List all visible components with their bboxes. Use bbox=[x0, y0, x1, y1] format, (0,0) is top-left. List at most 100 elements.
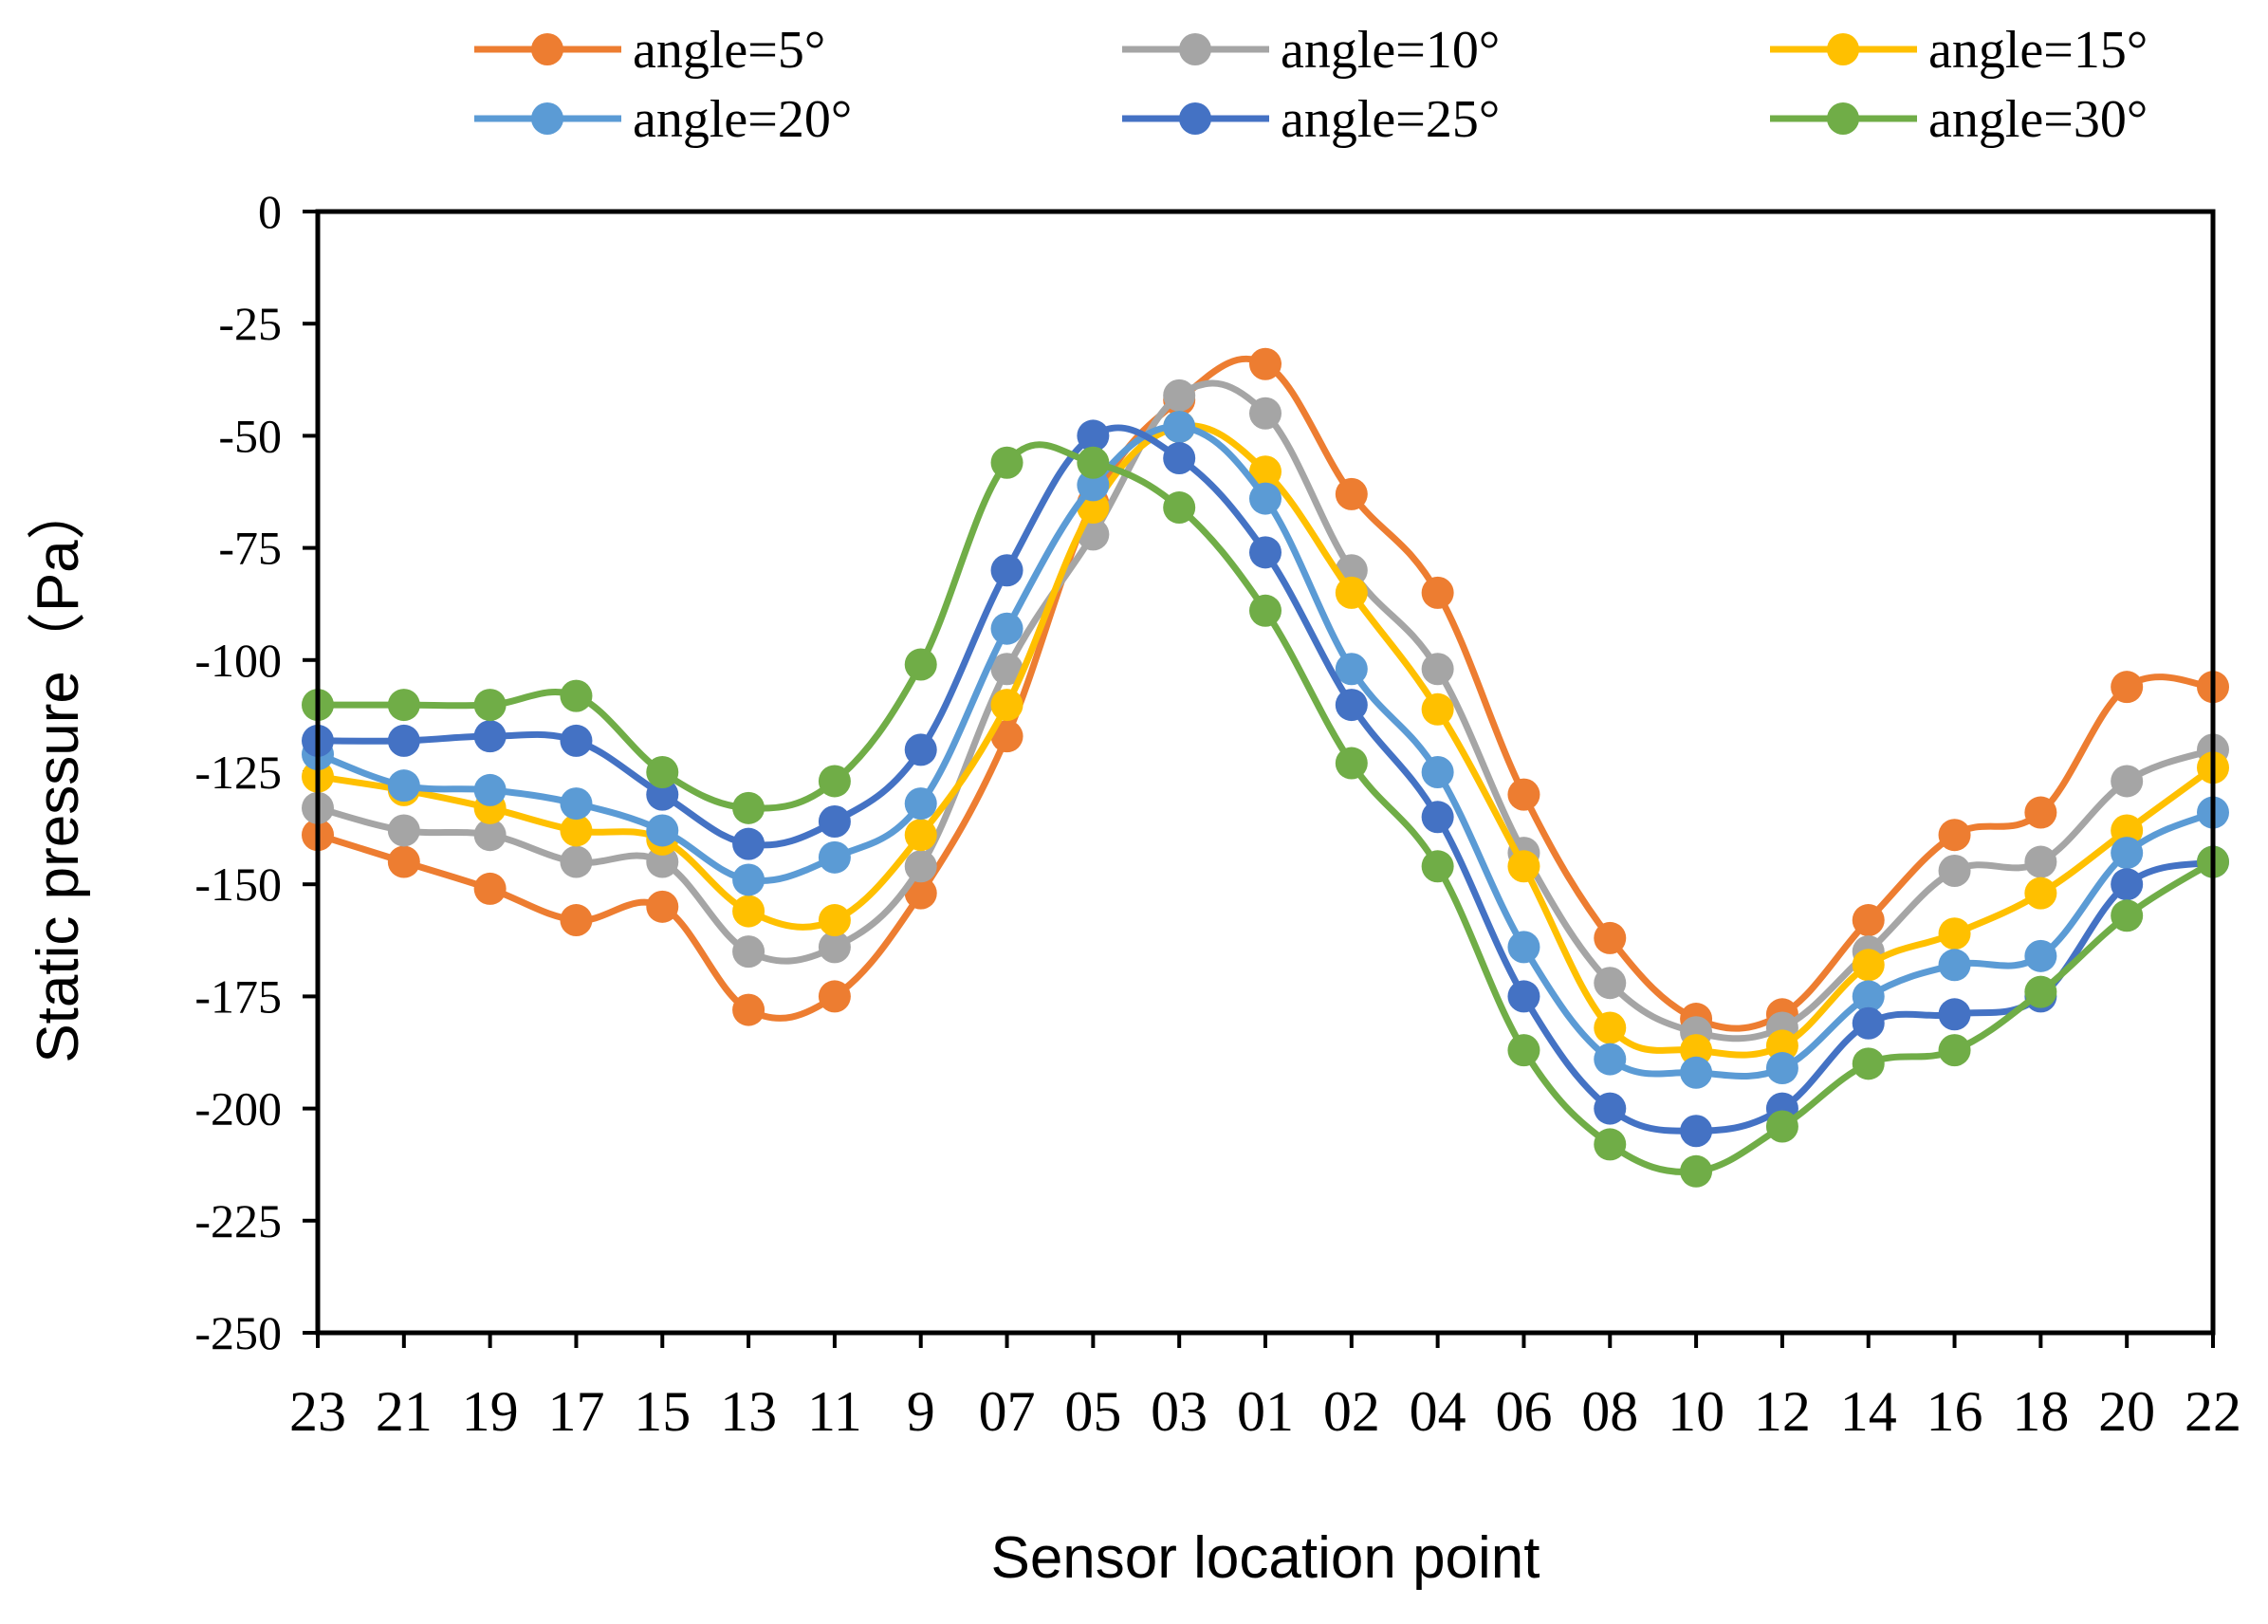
x-tick-label: 17 bbox=[547, 1380, 604, 1443]
data-point bbox=[1507, 980, 1540, 1013]
data-point bbox=[646, 778, 679, 811]
data-point bbox=[2111, 671, 2144, 704]
y-tick-label: -75 bbox=[218, 522, 282, 575]
data-point bbox=[732, 895, 765, 928]
x-tick-label: 12 bbox=[1754, 1380, 1811, 1443]
data-point bbox=[1507, 931, 1540, 964]
data-point bbox=[560, 724, 593, 757]
data-point bbox=[387, 689, 420, 722]
data-point bbox=[473, 872, 507, 905]
legend-label: angle=10° bbox=[1281, 21, 1500, 80]
data-point bbox=[1077, 469, 1110, 502]
x-axis-label: Sensor location point bbox=[990, 1525, 1540, 1591]
y-axis: 0 -25 -50 -75 -100 -125 -150 -175 -200 -225 -250 bbox=[194, 185, 318, 1359]
data-point bbox=[904, 850, 937, 883]
y-tick-label: -250 bbox=[194, 1306, 282, 1359]
data-point bbox=[2111, 765, 2144, 798]
data-point bbox=[1335, 576, 1368, 609]
data-point bbox=[1594, 1011, 1627, 1044]
legend-marker bbox=[1827, 102, 1859, 135]
legend: angle=5° angle=10° angle=15° angle=20° angle… bbox=[474, 21, 2148, 149]
data-point bbox=[1077, 446, 1110, 479]
x-tick-label: 07 bbox=[979, 1380, 1036, 1443]
data-point bbox=[904, 819, 937, 852]
data-point bbox=[818, 840, 851, 874]
plot-area-frame bbox=[315, 209, 2216, 1336]
data-point bbox=[990, 689, 1023, 722]
data-point bbox=[904, 877, 937, 910]
data-point bbox=[387, 845, 420, 878]
data-point bbox=[818, 980, 851, 1013]
data-point bbox=[560, 904, 593, 937]
y-tick-label: -150 bbox=[194, 858, 282, 911]
series-6 bbox=[302, 441, 2229, 1188]
data-point bbox=[1163, 491, 1196, 525]
series-4 bbox=[302, 410, 2229, 1089]
data-point bbox=[1852, 1047, 1885, 1080]
y-tick-label: -225 bbox=[194, 1194, 282, 1247]
data-point bbox=[1507, 778, 1540, 811]
data-point bbox=[990, 554, 1023, 587]
data-point bbox=[904, 648, 937, 681]
data-point bbox=[1680, 1056, 1713, 1089]
x-tick-label: 11 bbox=[807, 1380, 862, 1443]
x-axis: 23 21 19 17 15 13 11 9 07 05 03 01 02 04 06 08 10 12 14 16 1… bbox=[289, 1333, 2241, 1443]
x-tick-label: 04 bbox=[1410, 1380, 1466, 1443]
data-point bbox=[473, 773, 507, 806]
data-point bbox=[1680, 1115, 1713, 1148]
data-point bbox=[1594, 967, 1627, 1000]
data-point bbox=[818, 931, 851, 964]
legend-item: angle=30° bbox=[1770, 90, 2148, 149]
y-tick-label: -100 bbox=[194, 634, 282, 687]
x-tick-label: 9 bbox=[907, 1380, 935, 1443]
x-tick-label: 18 bbox=[2012, 1380, 2069, 1443]
data-point bbox=[646, 845, 679, 878]
data-point bbox=[1680, 1154, 1713, 1188]
series-2 bbox=[302, 378, 2229, 1049]
x-tick-label: 22 bbox=[2185, 1380, 2241, 1443]
data-point bbox=[2024, 845, 2057, 878]
data-point bbox=[1594, 1128, 1627, 1161]
y-tick-label: -25 bbox=[218, 297, 282, 350]
x-tick-label: 05 bbox=[1064, 1380, 1121, 1443]
legend-label: angle=30° bbox=[1928, 90, 2148, 149]
data-point bbox=[1594, 1043, 1627, 1076]
data-point bbox=[732, 791, 765, 824]
x-tick-label: 16 bbox=[1927, 1380, 1983, 1443]
data-point bbox=[904, 733, 937, 766]
data-point bbox=[1765, 1029, 1798, 1062]
data-point bbox=[2111, 899, 2144, 932]
legend-item: angle=20° bbox=[474, 90, 852, 149]
data-point bbox=[560, 814, 593, 847]
legend-marker bbox=[1179, 33, 1211, 65]
series-line bbox=[317, 422, 2216, 1059]
legend-label: angle=20° bbox=[633, 90, 852, 149]
data-point bbox=[1163, 410, 1196, 443]
data-point bbox=[1163, 378, 1196, 412]
legend-marker bbox=[1179, 102, 1211, 135]
data-point bbox=[990, 720, 1023, 753]
data-point bbox=[387, 724, 420, 757]
data-point bbox=[2024, 975, 2057, 1008]
x-tick-label: 03 bbox=[1151, 1380, 1208, 1443]
x-tick-label: 15 bbox=[634, 1380, 691, 1443]
data-point bbox=[818, 765, 851, 798]
data-point bbox=[560, 845, 593, 878]
data-point bbox=[1938, 998, 1971, 1031]
x-tick-label: 08 bbox=[1581, 1380, 1638, 1443]
x-tick-label: 20 bbox=[2098, 1380, 2155, 1443]
data-point bbox=[1421, 653, 1454, 686]
data-point bbox=[1163, 442, 1196, 475]
data-point bbox=[1938, 855, 1971, 888]
data-point bbox=[2111, 814, 2144, 847]
data-point bbox=[2111, 837, 2144, 870]
data-point bbox=[732, 827, 765, 860]
data-point bbox=[473, 689, 507, 722]
data-point bbox=[1852, 980, 1885, 1013]
data-point bbox=[1335, 747, 1368, 780]
data-point bbox=[990, 612, 1023, 645]
x-tick-label: 06 bbox=[1495, 1380, 1552, 1443]
legend-item: angle=10° bbox=[1122, 21, 1500, 80]
x-tick-label: 13 bbox=[720, 1380, 777, 1443]
